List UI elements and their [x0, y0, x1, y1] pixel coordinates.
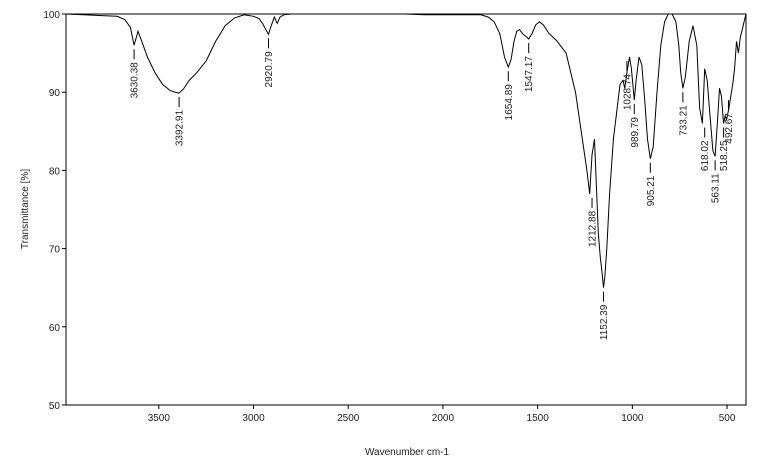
plot-border	[65, 13, 747, 406]
x-axis-title: Wavenumber cm-1	[365, 447, 450, 458]
y-axis-title: Transmittance [%]	[20, 169, 31, 249]
peak-annotations: 3630.38 3392.91 2920.79 1654.89 1547.17 1212.…	[130, 38, 735, 340]
peak-label: 563.11	[711, 173, 722, 203]
peak-label: 1212.88	[588, 210, 599, 247]
spectrum-line	[65, 13, 747, 288]
x-tick-label: 1500	[527, 413, 550, 424]
peak-label: 2920.79	[264, 51, 275, 88]
plot-frame	[65, 13, 747, 406]
peak-label: 492.67	[724, 113, 735, 144]
peak-label: 618.02	[700, 140, 711, 171]
peak-label: 1028.74	[622, 74, 633, 111]
y-tick-label: 100	[43, 10, 60, 21]
peak-label: 1547.17	[524, 56, 535, 93]
y-tick-label: 90	[49, 88, 61, 99]
x-tick-label: 3500	[148, 413, 171, 424]
peak-label: 989.79	[630, 117, 641, 148]
x-tick-label: 500	[719, 413, 736, 424]
peak-label: 1152.39	[599, 304, 610, 340]
x-axis-ticks: 3500 3000 2500 2000 1500 1000 500	[148, 405, 736, 424]
peak-label: 518.25	[719, 140, 730, 171]
x-tick-label: 3000	[242, 413, 265, 424]
x-tick-label: 2500	[337, 413, 360, 424]
y-tick-label: 50	[49, 401, 61, 412]
peak-label: 3392.91	[175, 110, 186, 147]
series-layer	[65, 13, 747, 288]
y-tick-label: 60	[49, 323, 61, 334]
peak-label: 3630.38	[130, 62, 141, 99]
peak-label: 733.21	[678, 105, 689, 136]
peak-label: 1654.89	[504, 84, 515, 121]
y-axis-ticks: 50 60 70 80 90 100	[43, 10, 66, 412]
peak-label: 905.21	[646, 175, 657, 206]
x-tick-label: 1000	[621, 413, 644, 424]
y-tick-label: 70	[49, 245, 61, 256]
x-tick-label: 2000	[432, 413, 455, 424]
y-tick-label: 80	[49, 166, 61, 177]
